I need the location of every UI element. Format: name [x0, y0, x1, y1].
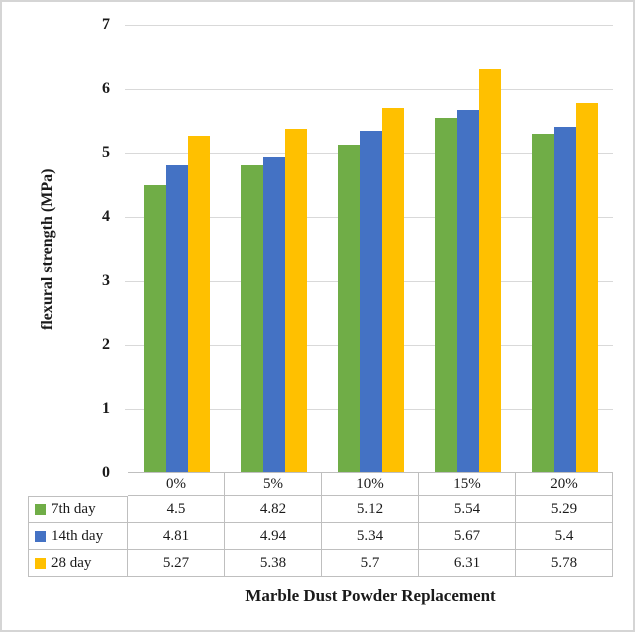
series-name: 28 day — [51, 554, 92, 571]
bar-28-day-5% — [284, 128, 307, 473]
legend-row-header: 14th day — [28, 523, 128, 550]
bar-7th-day-5% — [240, 164, 263, 473]
bar-group-0% — [128, 25, 225, 473]
table-corner-cell — [28, 472, 128, 496]
y-tick-label: 6 — [102, 80, 110, 97]
bar-14th-day-15% — [456, 110, 479, 473]
table-value-cell: 5.78 — [516, 550, 613, 577]
bar-28-day-0% — [187, 135, 210, 473]
table-category-header: 5% — [225, 472, 322, 496]
y-tick-label: 2 — [102, 336, 110, 353]
table-category-header: 20% — [516, 472, 613, 496]
bar-group-10% — [322, 25, 419, 473]
bar-group-20% — [516, 25, 613, 473]
table-category-header: 15% — [419, 472, 516, 496]
table-value-cell: 4.94 — [225, 523, 322, 550]
table-value-cell: 5.67 — [419, 523, 516, 550]
bar-7th-day-10% — [337, 145, 360, 473]
table-value-cell: 4.82 — [225, 496, 322, 523]
bar-7th-day-15% — [434, 118, 457, 473]
bar-14th-day-20% — [553, 127, 576, 473]
legend-row-header: 7th day — [28, 496, 128, 523]
y-tick-label: 4 — [102, 208, 110, 225]
table-value-cell: 5.12 — [322, 496, 419, 523]
plot-area — [125, 25, 613, 473]
table-value-cell: 5.27 — [128, 550, 225, 577]
y-tick-label: 7 — [102, 16, 110, 33]
gridline — [125, 25, 613, 26]
y-tick-label: 0 — [102, 464, 110, 481]
table-value-cell: 5.4 — [516, 523, 613, 550]
y-tick-label: 1 — [102, 400, 110, 417]
bar-14th-day-10% — [359, 131, 382, 473]
bar-7th-day-0% — [143, 185, 166, 473]
legend-row-header: 28 day — [28, 550, 128, 577]
legend-swatch-icon — [35, 557, 46, 569]
y-tick-label: 3 — [102, 272, 110, 289]
series-name: 7th day — [51, 501, 96, 517]
table-value-cell: 5.7 — [322, 550, 419, 577]
bar-28-day-15% — [478, 69, 501, 473]
table-value-cell: 5.38 — [225, 550, 322, 577]
table-value-cell: 4.81 — [128, 523, 225, 550]
bar-group-5% — [225, 25, 322, 473]
legend-swatch-icon — [35, 530, 46, 542]
legend-swatch-icon — [35, 504, 46, 515]
y-axis-tick-labels: 0 1 2 3 4 5 6 7 — [2, 16, 110, 481]
table-category-header: 0% — [128, 472, 225, 496]
gridline — [125, 89, 613, 90]
table-value-cell: 5.34 — [322, 523, 419, 550]
x-axis-title: Marble Dust Powder Replacement — [245, 586, 496, 605]
table-value-cell: 6.31 — [419, 550, 516, 577]
bar-28-day-10% — [381, 108, 404, 473]
bar-7th-day-20% — [531, 134, 554, 473]
series-name: 14th day — [51, 527, 104, 544]
y-tick-label: 5 — [102, 144, 110, 161]
bar-group-15% — [419, 25, 516, 473]
bar-28-day-20% — [575, 103, 598, 473]
data-table: 0% 5% 10% 15% 20% 7th day 4.5 4.82 5.12 5.54 5.29 1… — [28, 472, 613, 577]
bar-14th-day-5% — [262, 156, 285, 473]
table-value-cell: 5.29 — [516, 496, 613, 523]
table-value-cell: 5.54 — [419, 496, 516, 523]
table-value-cell: 4.5 — [128, 496, 225, 523]
table-category-header: 10% — [322, 472, 419, 496]
bar-14th-day-0% — [165, 165, 188, 473]
